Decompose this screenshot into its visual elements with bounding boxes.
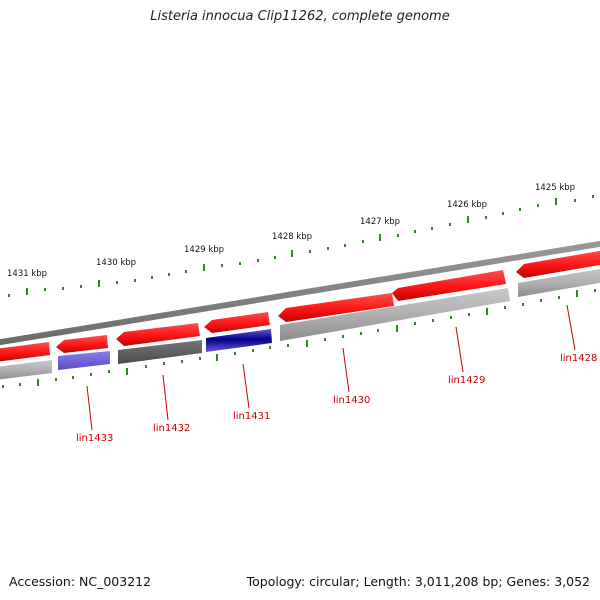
accession-text: Accession: NC_003212 [9, 574, 152, 589]
forward-features [0, 250, 600, 362]
gene-feature [118, 340, 202, 364]
scale-label: 1428 kbp [272, 232, 312, 242]
gene-label: lin1432 [153, 423, 190, 434]
scale-label: 1426 kbp [447, 200, 487, 210]
gene-feature [0, 342, 50, 362]
gene-feature [56, 335, 108, 353]
gene-label: lin1429 [448, 375, 485, 386]
gene-feature [0, 360, 52, 380]
gene-callouts [86, 304, 576, 431]
scale-label: 1425 kbp [535, 183, 575, 193]
scale-label: 1431 kbp [7, 269, 47, 279]
gene-feature [518, 268, 600, 297]
gene-labels: lin1433 lin1432 lin1431 lin1430 lin1429 … [76, 353, 597, 444]
gene-label: lin1428 [560, 353, 597, 364]
gene-feature [516, 250, 600, 278]
inner-ticks [2, 289, 596, 388]
scale-label: 1429 kbp [184, 245, 224, 255]
gene-feature [280, 288, 510, 341]
genome-backbone [0, 240, 600, 346]
gene-feature [116, 323, 200, 346]
reverse-features [0, 268, 600, 380]
outer-ticks [8, 195, 594, 297]
gene-label: lin1431 [233, 411, 270, 422]
scale-label: 1430 kbp [96, 258, 136, 268]
gene-label: lin1433 [76, 433, 113, 444]
gene-feature [206, 329, 272, 352]
scale-label: 1427 kbp [360, 217, 400, 227]
gene-feature [58, 351, 110, 370]
scale-labels: 1431 kbp 1430 kbp 1429 kbp 1428 kbp 1427… [7, 183, 575, 279]
gene-feature [392, 270, 506, 301]
genome-summary: Topology: circular; Length: 3,011,208 bp… [246, 574, 590, 589]
gene-label: lin1430 [333, 395, 370, 406]
page-title: Listeria innocua Clip11262, complete gen… [150, 9, 450, 24]
gene-feature [278, 293, 394, 322]
gene-feature [204, 312, 270, 333]
